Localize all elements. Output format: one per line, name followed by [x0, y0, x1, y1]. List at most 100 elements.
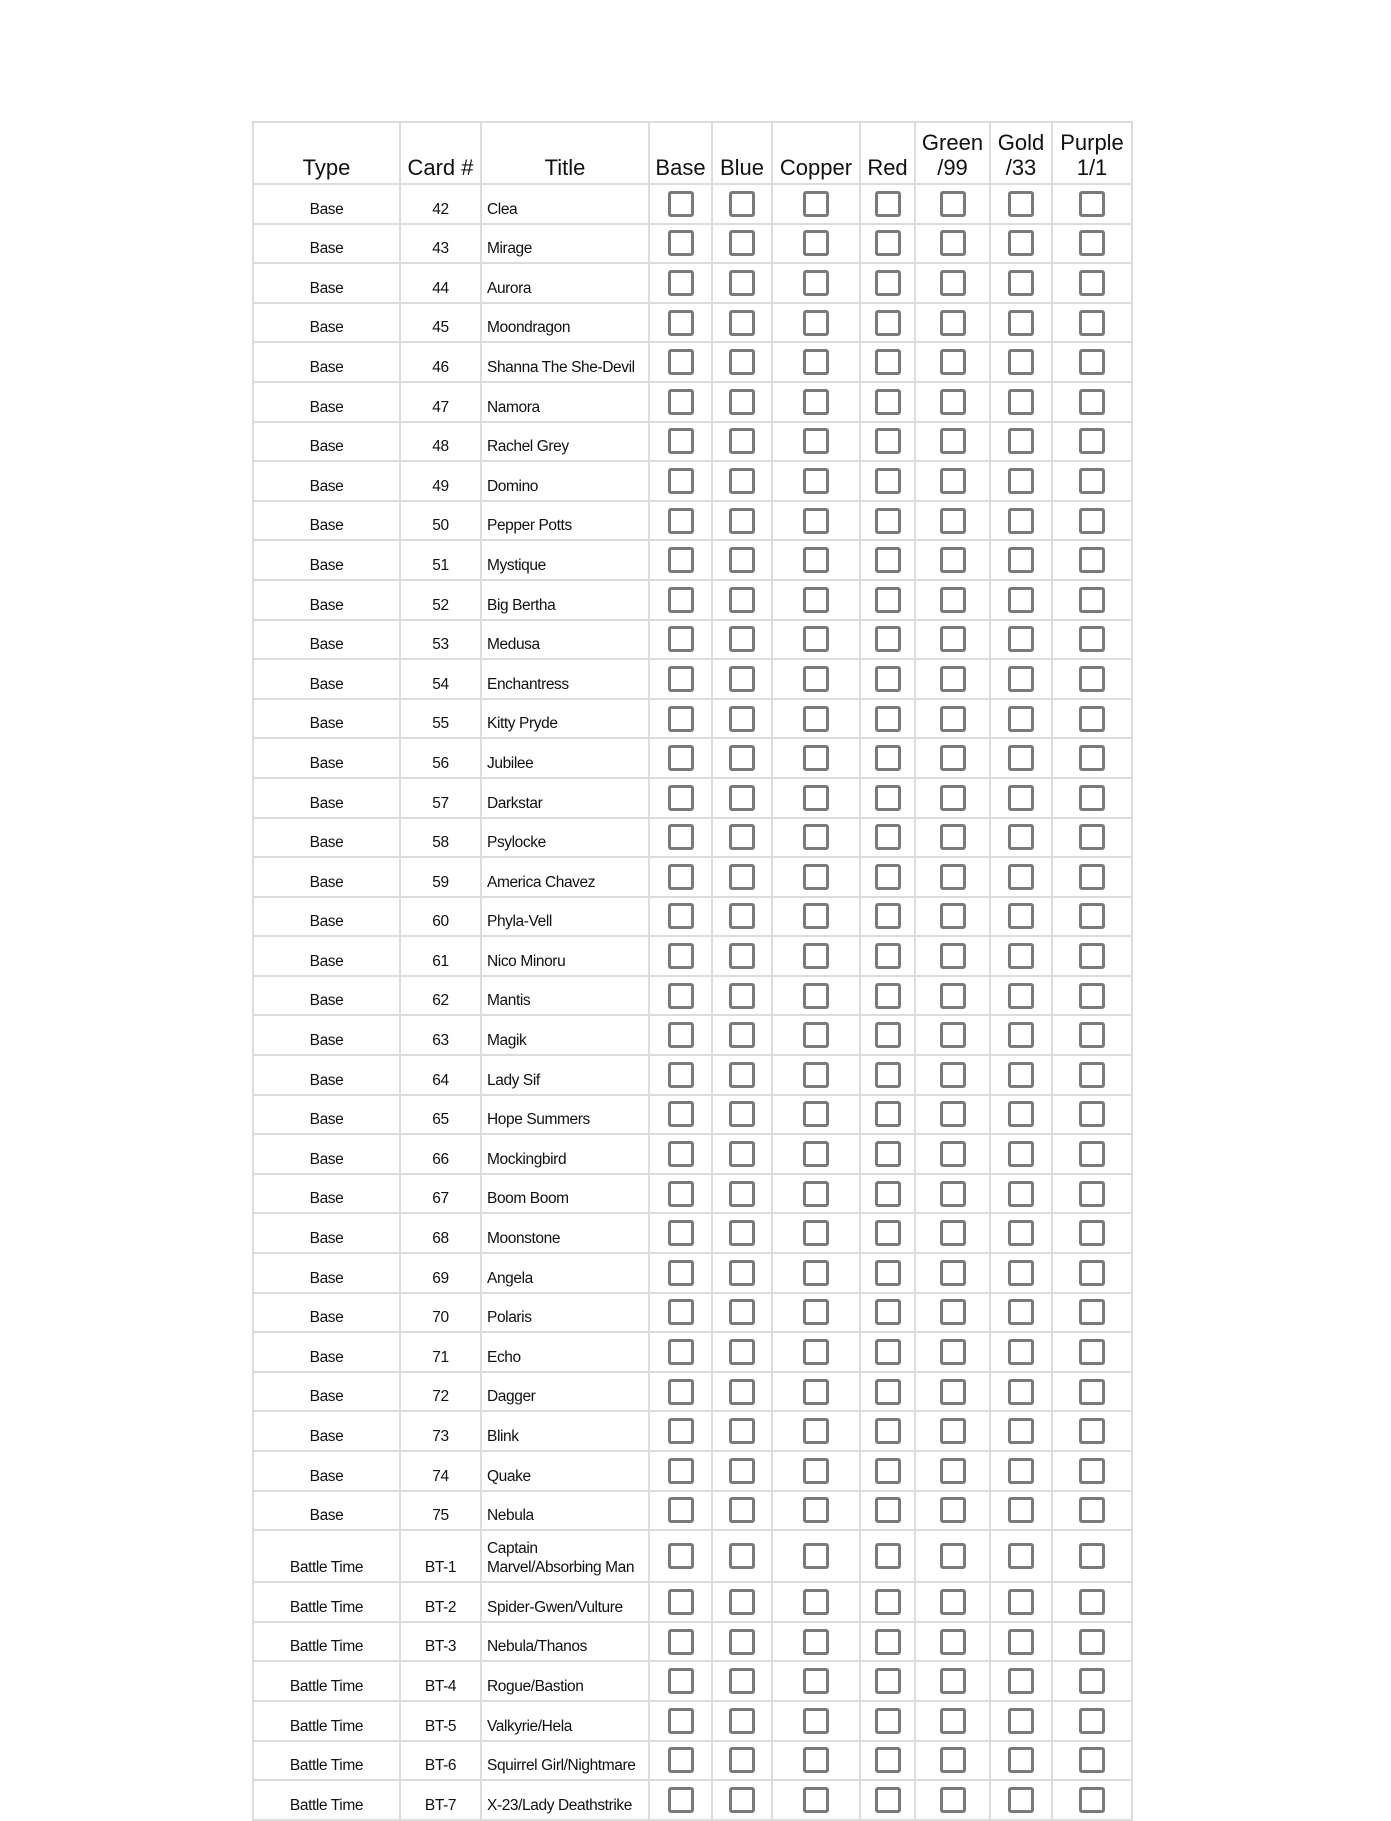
checkbox-green[interactable]	[939, 1259, 966, 1286]
checkbox-purple[interactable]	[1079, 863, 1105, 890]
checkbox-green[interactable]	[939, 190, 966, 217]
checkbox-copper[interactable]	[803, 507, 829, 534]
checkbox-gold[interactable]	[1008, 1543, 1034, 1570]
checkbox-red[interactable]	[874, 1101, 901, 1128]
checkbox-red[interactable]	[874, 1022, 901, 1049]
checkbox-blue[interactable]	[729, 269, 755, 296]
checkbox-gold[interactable]	[1008, 230, 1034, 257]
checkbox-red[interactable]	[874, 1339, 901, 1366]
checkbox-copper[interactable]	[803, 824, 829, 851]
checkbox-purple[interactable]	[1079, 1299, 1105, 1326]
checkbox-gold[interactable]	[1008, 547, 1034, 574]
checkbox-red[interactable]	[874, 309, 901, 336]
checkbox-blue[interactable]	[729, 1707, 755, 1734]
checkbox-copper[interactable]	[803, 665, 829, 692]
checkbox-red[interactable]	[874, 1378, 901, 1405]
checkbox-blue[interactable]	[729, 982, 755, 1009]
checkbox-blue[interactable]	[729, 388, 755, 415]
checkbox-red[interactable]	[874, 1457, 901, 1484]
checkbox-purple[interactable]	[1079, 507, 1105, 534]
checkbox-copper[interactable]	[803, 1180, 829, 1207]
checkbox-blue[interactable]	[729, 745, 755, 772]
checkbox-purple[interactable]	[1079, 388, 1105, 415]
checkbox-green[interactable]	[939, 1497, 966, 1524]
checkbox-gold[interactable]	[1008, 428, 1034, 455]
checkbox-base[interactable]	[667, 428, 694, 455]
checkbox-base[interactable]	[667, 982, 694, 1009]
checkbox-copper[interactable]	[803, 1707, 829, 1734]
checkbox-purple[interactable]	[1079, 784, 1105, 811]
checkbox-base[interactable]	[667, 1022, 694, 1049]
checkbox-green[interactable]	[939, 230, 966, 257]
checkbox-blue[interactable]	[729, 1299, 755, 1326]
checkbox-gold[interactable]	[1008, 1220, 1034, 1247]
checkbox-purple[interactable]	[1079, 428, 1105, 455]
checkbox-copper[interactable]	[803, 1543, 829, 1570]
checkbox-red[interactable]	[874, 1259, 901, 1286]
checkbox-purple[interactable]	[1079, 903, 1105, 930]
checkbox-gold[interactable]	[1008, 1747, 1034, 1774]
checkbox-green[interactable]	[939, 1418, 966, 1445]
checkbox-red[interactable]	[874, 1588, 901, 1615]
checkbox-blue[interactable]	[729, 1747, 755, 1774]
checkbox-green[interactable]	[939, 863, 966, 890]
checkbox-green[interactable]	[939, 1457, 966, 1484]
checkbox-green[interactable]	[939, 1707, 966, 1734]
checkbox-copper[interactable]	[803, 982, 829, 1009]
checkbox-gold[interactable]	[1008, 1061, 1034, 1088]
checkbox-green[interactable]	[939, 665, 966, 692]
checkbox-purple[interactable]	[1079, 1707, 1105, 1734]
checkbox-gold[interactable]	[1008, 745, 1034, 772]
checkbox-purple[interactable]	[1079, 1747, 1105, 1774]
checkbox-red[interactable]	[874, 428, 901, 455]
checkbox-copper[interactable]	[803, 1339, 829, 1366]
checkbox-base[interactable]	[667, 626, 694, 653]
checkbox-gold[interactable]	[1008, 309, 1034, 336]
checkbox-gold[interactable]	[1008, 1022, 1034, 1049]
checkbox-copper[interactable]	[803, 626, 829, 653]
checkbox-copper[interactable]	[803, 943, 829, 970]
checkbox-base[interactable]	[667, 190, 694, 217]
checkbox-gold[interactable]	[1008, 626, 1034, 653]
checkbox-gold[interactable]	[1008, 1299, 1034, 1326]
checkbox-gold[interactable]	[1008, 1339, 1034, 1366]
checkbox-purple[interactable]	[1079, 1259, 1105, 1286]
checkbox-green[interactable]	[939, 1022, 966, 1049]
checkbox-base[interactable]	[667, 1220, 694, 1247]
checkbox-blue[interactable]	[729, 547, 755, 574]
checkbox-copper[interactable]	[803, 1061, 829, 1088]
checkbox-blue[interactable]	[729, 705, 755, 732]
checkbox-base[interactable]	[667, 388, 694, 415]
checkbox-purple[interactable]	[1079, 626, 1105, 653]
checkbox-base[interactable]	[667, 309, 694, 336]
checkbox-purple[interactable]	[1079, 1180, 1105, 1207]
checkbox-blue[interactable]	[729, 784, 755, 811]
checkbox-purple[interactable]	[1079, 1101, 1105, 1128]
checkbox-red[interactable]	[874, 507, 901, 534]
checkbox-purple[interactable]	[1079, 1061, 1105, 1088]
checkbox-gold[interactable]	[1008, 665, 1034, 692]
checkbox-purple[interactable]	[1079, 1220, 1105, 1247]
checkbox-purple[interactable]	[1079, 1141, 1105, 1168]
checkbox-gold[interactable]	[1008, 1101, 1034, 1128]
checkbox-blue[interactable]	[729, 863, 755, 890]
checkbox-green[interactable]	[939, 1180, 966, 1207]
checkbox-copper[interactable]	[803, 1141, 829, 1168]
checkbox-red[interactable]	[874, 1497, 901, 1524]
checkbox-purple[interactable]	[1079, 1588, 1105, 1615]
checkbox-copper[interactable]	[803, 1022, 829, 1049]
checkbox-base[interactable]	[667, 1747, 694, 1774]
checkbox-base[interactable]	[667, 824, 694, 851]
checkbox-copper[interactable]	[803, 1457, 829, 1484]
checkbox-copper[interactable]	[803, 309, 829, 336]
checkbox-green[interactable]	[939, 1061, 966, 1088]
checkbox-base[interactable]	[667, 1418, 694, 1445]
checkbox-gold[interactable]	[1008, 467, 1034, 494]
checkbox-base[interactable]	[667, 269, 694, 296]
checkbox-base[interactable]	[667, 943, 694, 970]
checkbox-red[interactable]	[874, 388, 901, 415]
checkbox-base[interactable]	[667, 745, 694, 772]
checkbox-purple[interactable]	[1079, 586, 1105, 613]
checkbox-purple[interactable]	[1079, 1628, 1105, 1655]
checkbox-blue[interactable]	[729, 586, 755, 613]
